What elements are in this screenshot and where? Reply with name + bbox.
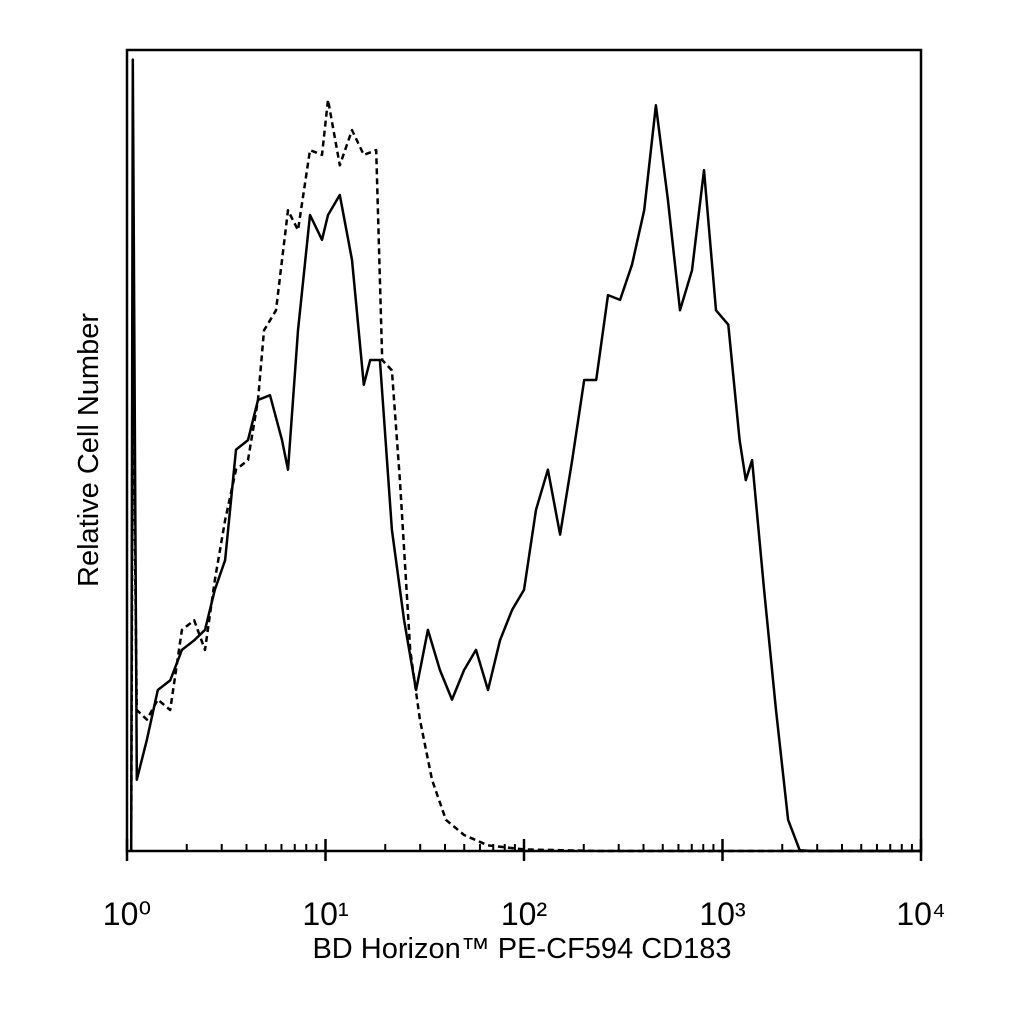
- x-axis-label: BD Horizon™ PE-CF594 CD183: [312, 933, 731, 965]
- series-line: [129, 58, 921, 853]
- x-tick-label: 10⁴: [896, 896, 945, 932]
- series-line: [129, 98, 921, 853]
- x-tick-label: 10⁰: [103, 896, 151, 932]
- plot-frame: [125, 48, 923, 853]
- x-tick-label: 10¹: [302, 896, 348, 932]
- x-tick-label: 10²: [501, 896, 548, 932]
- x-tick-label: 10³: [699, 896, 746, 932]
- y-axis-label: Relative Cell Number: [73, 313, 105, 587]
